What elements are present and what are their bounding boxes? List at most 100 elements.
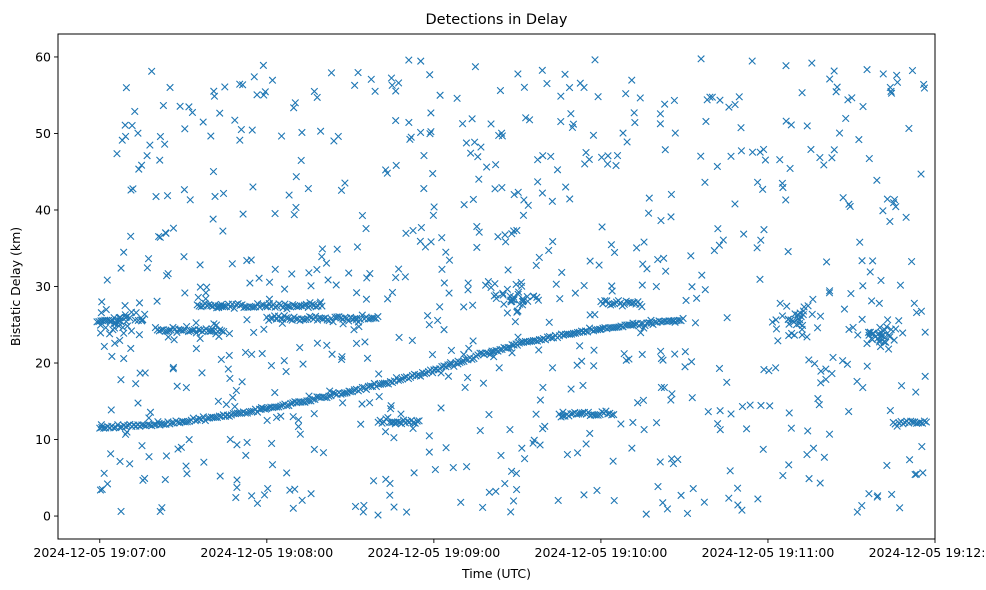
detection-marker	[809, 444, 818, 452]
y-tick-label: 0	[43, 509, 51, 524]
detection-marker	[487, 120, 495, 128]
detection-marker	[260, 325, 268, 334]
detection-marker	[267, 439, 276, 448]
detection-marker	[460, 350, 468, 359]
detection-marker	[247, 256, 255, 264]
detection-marker	[778, 312, 787, 320]
detection-marker	[182, 383, 191, 392]
detection-marker	[892, 71, 901, 79]
detection-marker	[423, 311, 432, 320]
detection-marker	[462, 139, 471, 147]
detection-marker	[409, 419, 417, 427]
detection-marker	[219, 327, 228, 336]
detection-marker	[804, 427, 812, 435]
detection-marker	[318, 245, 327, 253]
detection-marker	[582, 440, 590, 448]
detection-marker	[271, 209, 279, 218]
detection-marker	[638, 302, 646, 311]
detection-marker	[211, 413, 220, 422]
detection-marker	[359, 508, 367, 516]
detection-marker	[701, 178, 709, 186]
detection-marker	[822, 375, 830, 384]
detection-marker	[813, 324, 822, 332]
detection-marker	[147, 67, 156, 75]
detection-marker	[863, 362, 871, 370]
detection-marker	[160, 420, 168, 428]
detection-marker	[601, 296, 609, 305]
detection-marker	[417, 57, 425, 65]
detection-marker	[239, 210, 247, 218]
detection-marker	[367, 75, 375, 84]
detection-marker	[569, 120, 578, 128]
detection-marker	[96, 321, 105, 329]
detection-marker	[250, 73, 258, 81]
detection-marker	[249, 183, 257, 191]
detection-marker	[921, 372, 929, 381]
detection-marker	[469, 337, 477, 345]
detection-marker	[146, 141, 154, 149]
detection-marker	[460, 303, 468, 311]
detection-marker	[249, 328, 258, 337]
detection-marker	[259, 61, 268, 70]
detection-marker	[698, 271, 706, 279]
detection-marker	[909, 418, 917, 426]
detection-marker	[522, 114, 530, 122]
detection-marker	[865, 490, 873, 498]
detection-marker	[843, 360, 852, 368]
detection-marker	[100, 342, 109, 351]
detection-marker	[370, 314, 378, 322]
detection-marker	[122, 83, 131, 92]
detection-marker	[609, 457, 617, 465]
detection-marker	[816, 479, 824, 487]
detection-marker	[449, 463, 457, 472]
detection-marker	[833, 83, 841, 91]
detection-marker	[321, 393, 329, 402]
detection-marker	[610, 248, 619, 257]
detection-marker	[771, 364, 780, 372]
detection-marker	[308, 300, 316, 309]
detection-marker	[140, 310, 149, 319]
detection-marker	[498, 132, 507, 140]
detection-marker	[902, 213, 910, 222]
detection-marker	[406, 135, 414, 143]
detection-marker	[122, 317, 130, 326]
detection-marker	[374, 370, 383, 378]
detection-marker	[109, 326, 117, 334]
detection-marker	[164, 333, 172, 341]
detection-marker	[185, 435, 193, 444]
detection-marker	[631, 118, 639, 127]
detection-marker	[595, 261, 603, 269]
detection-marker	[548, 364, 557, 372]
detection-marker	[238, 81, 247, 89]
detection-marker	[660, 100, 669, 108]
detection-marker	[589, 327, 598, 335]
detection-marker	[907, 257, 916, 266]
detection-marker	[825, 289, 834, 297]
detection-marker	[547, 334, 556, 342]
detection-marker	[157, 326, 165, 334]
detection-marker	[580, 491, 588, 499]
detection-marker	[260, 491, 269, 499]
detection-marker	[828, 369, 836, 378]
detection-marker	[504, 266, 512, 274]
detection-marker	[110, 313, 118, 322]
detection-marker	[143, 151, 151, 160]
detection-marker	[323, 316, 331, 324]
detection-marker	[548, 237, 557, 246]
detection-marker	[135, 330, 144, 339]
detection-marker	[329, 318, 337, 326]
detection-marker	[511, 318, 520, 326]
detection-marker	[408, 336, 417, 345]
detection-marker	[444, 372, 453, 380]
detection-marker	[264, 484, 272, 493]
detection-marker	[504, 343, 512, 352]
detection-marker	[920, 417, 929, 425]
detection-marker	[515, 300, 524, 308]
detection-marker	[98, 298, 106, 306]
detection-marker	[579, 381, 587, 390]
detection-marker	[737, 147, 746, 155]
detection-marker	[478, 503, 487, 512]
detection-marker	[442, 248, 450, 256]
detection-marker	[463, 373, 472, 382]
